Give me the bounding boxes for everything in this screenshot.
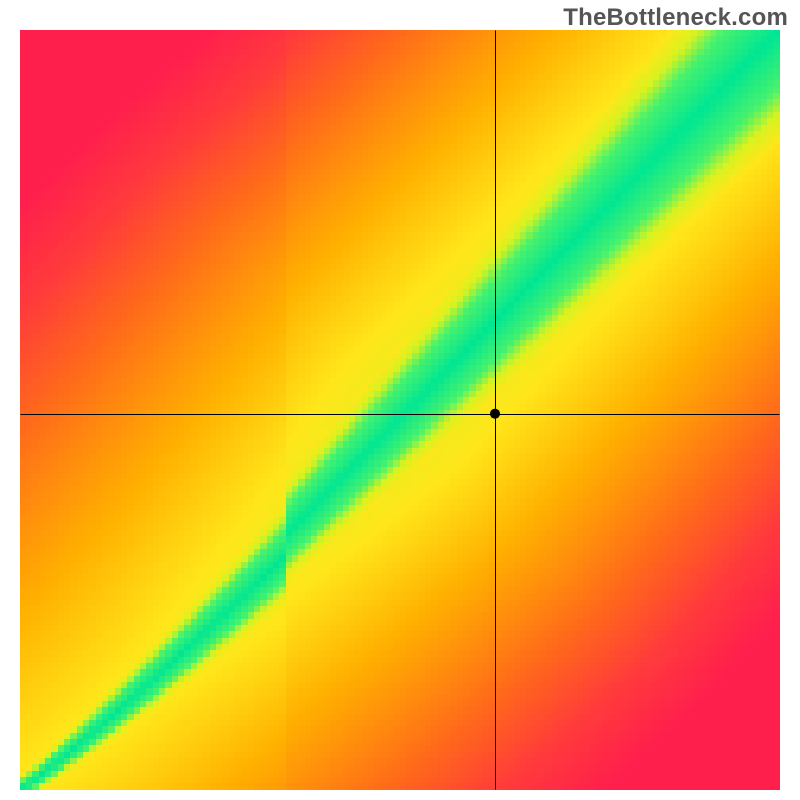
bottleneck-heatmap	[20, 30, 780, 790]
attribution-label: TheBottleneck.com	[563, 4, 788, 32]
